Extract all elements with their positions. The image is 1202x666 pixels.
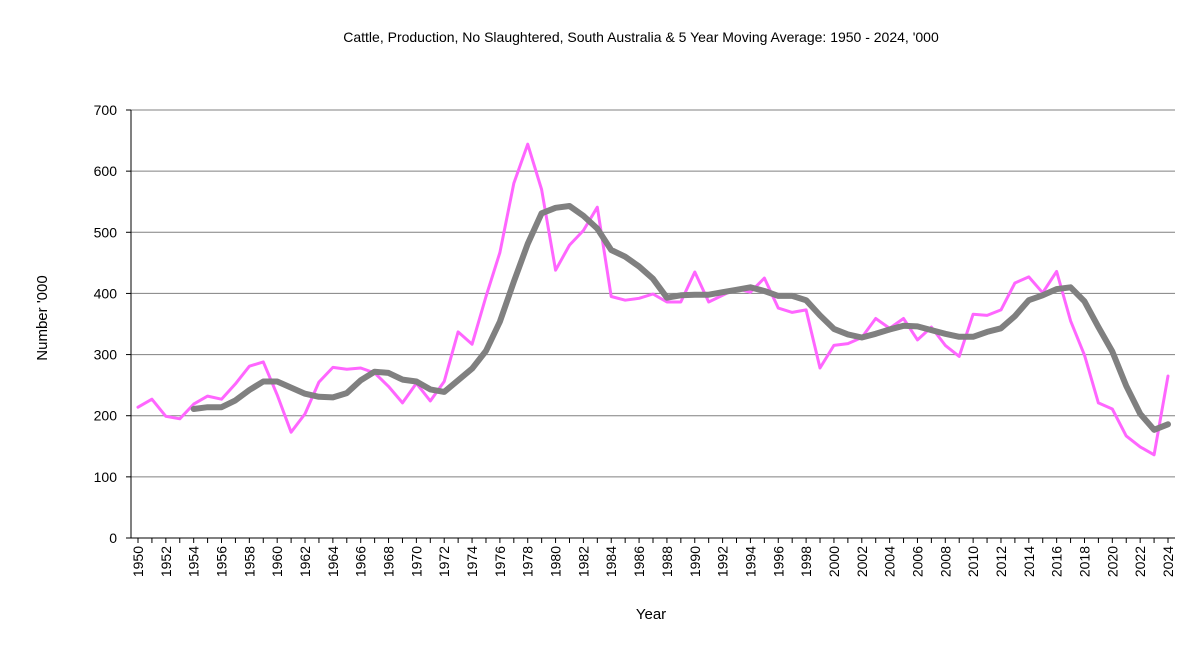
y-tick-label: 200 — [94, 408, 118, 424]
x-tick-label: 1972 — [436, 546, 452, 577]
x-tick-label: 2014 — [1021, 546, 1037, 577]
x-tick-label: 1960 — [269, 546, 285, 577]
x-tick-label: 2006 — [909, 546, 925, 577]
x-tick-label: 1956 — [214, 546, 230, 577]
x-tick-label: 2000 — [826, 546, 842, 577]
x-tick-label: 2002 — [854, 546, 870, 577]
x-tick-label: 1970 — [408, 546, 424, 577]
x-tick-label: 2022 — [1132, 546, 1148, 577]
y-tick-label: 0 — [109, 530, 117, 546]
x-tick-label: 1992 — [715, 546, 731, 577]
x-tick-label: 1952 — [158, 546, 174, 577]
x-tick-label: 2020 — [1104, 546, 1120, 577]
x-tick-label: 1988 — [659, 546, 675, 577]
x-tick-label: 2024 — [1160, 546, 1176, 577]
x-tick-label: 2018 — [1076, 546, 1092, 577]
x-tick-label: 2016 — [1049, 546, 1065, 577]
series-group — [136, 142, 1171, 457]
x-tick-label: 1996 — [770, 546, 786, 577]
x-tick-label: 1976 — [492, 546, 508, 577]
x-tick-label: 2012 — [993, 546, 1009, 577]
chart-title: Cattle, Production, No Slaughtered, Sout… — [343, 29, 939, 45]
x-tick-label: 1980 — [548, 546, 564, 577]
y-tick-label: 300 — [94, 347, 118, 363]
x-tick-label: 2008 — [937, 546, 953, 577]
x-tick-label: 1994 — [742, 546, 758, 577]
x-tick-label: 1982 — [575, 546, 591, 577]
x-tick-label: 1978 — [520, 546, 536, 577]
y-tick-label: 500 — [94, 224, 118, 240]
y-tick-label: 100 — [94, 469, 118, 485]
x-tick-label: 1990 — [687, 546, 703, 577]
y-tick-label: 400 — [94, 285, 118, 301]
x-axis: 1950 1952 1954 1956 1958 1960 1962 1964 1966 1968… — [130, 537, 1176, 577]
x-tick-label: 1986 — [631, 546, 647, 577]
x-tick-label: 1958 — [241, 546, 257, 577]
x-tick-label: 2010 — [965, 546, 981, 577]
x-tick-label: 1962 — [297, 546, 313, 577]
x-tick-label: 1968 — [381, 546, 397, 577]
x-tick-label: 1984 — [603, 546, 619, 577]
y-axis-label: Number '000 — [34, 275, 51, 360]
y-tick-label: 600 — [94, 163, 118, 179]
series-line-moving-average — [190, 203, 1171, 433]
y-axis: 0 100 200 300 400 500 600 700 — [94, 102, 132, 546]
x-tick-label: 1966 — [353, 546, 369, 577]
x-tick-label: 1998 — [798, 546, 814, 577]
y-tick-label: 700 — [94, 102, 118, 118]
x-tick-label: 2004 — [882, 546, 898, 577]
series-line-slaughtered — [136, 142, 1170, 457]
x-tick-label: 1974 — [464, 546, 480, 577]
x-tick-label: 1954 — [186, 546, 202, 577]
x-tick-label: 1950 — [130, 546, 146, 577]
x-axis-label: Year — [636, 606, 666, 623]
x-tick-label: 1964 — [325, 546, 341, 577]
